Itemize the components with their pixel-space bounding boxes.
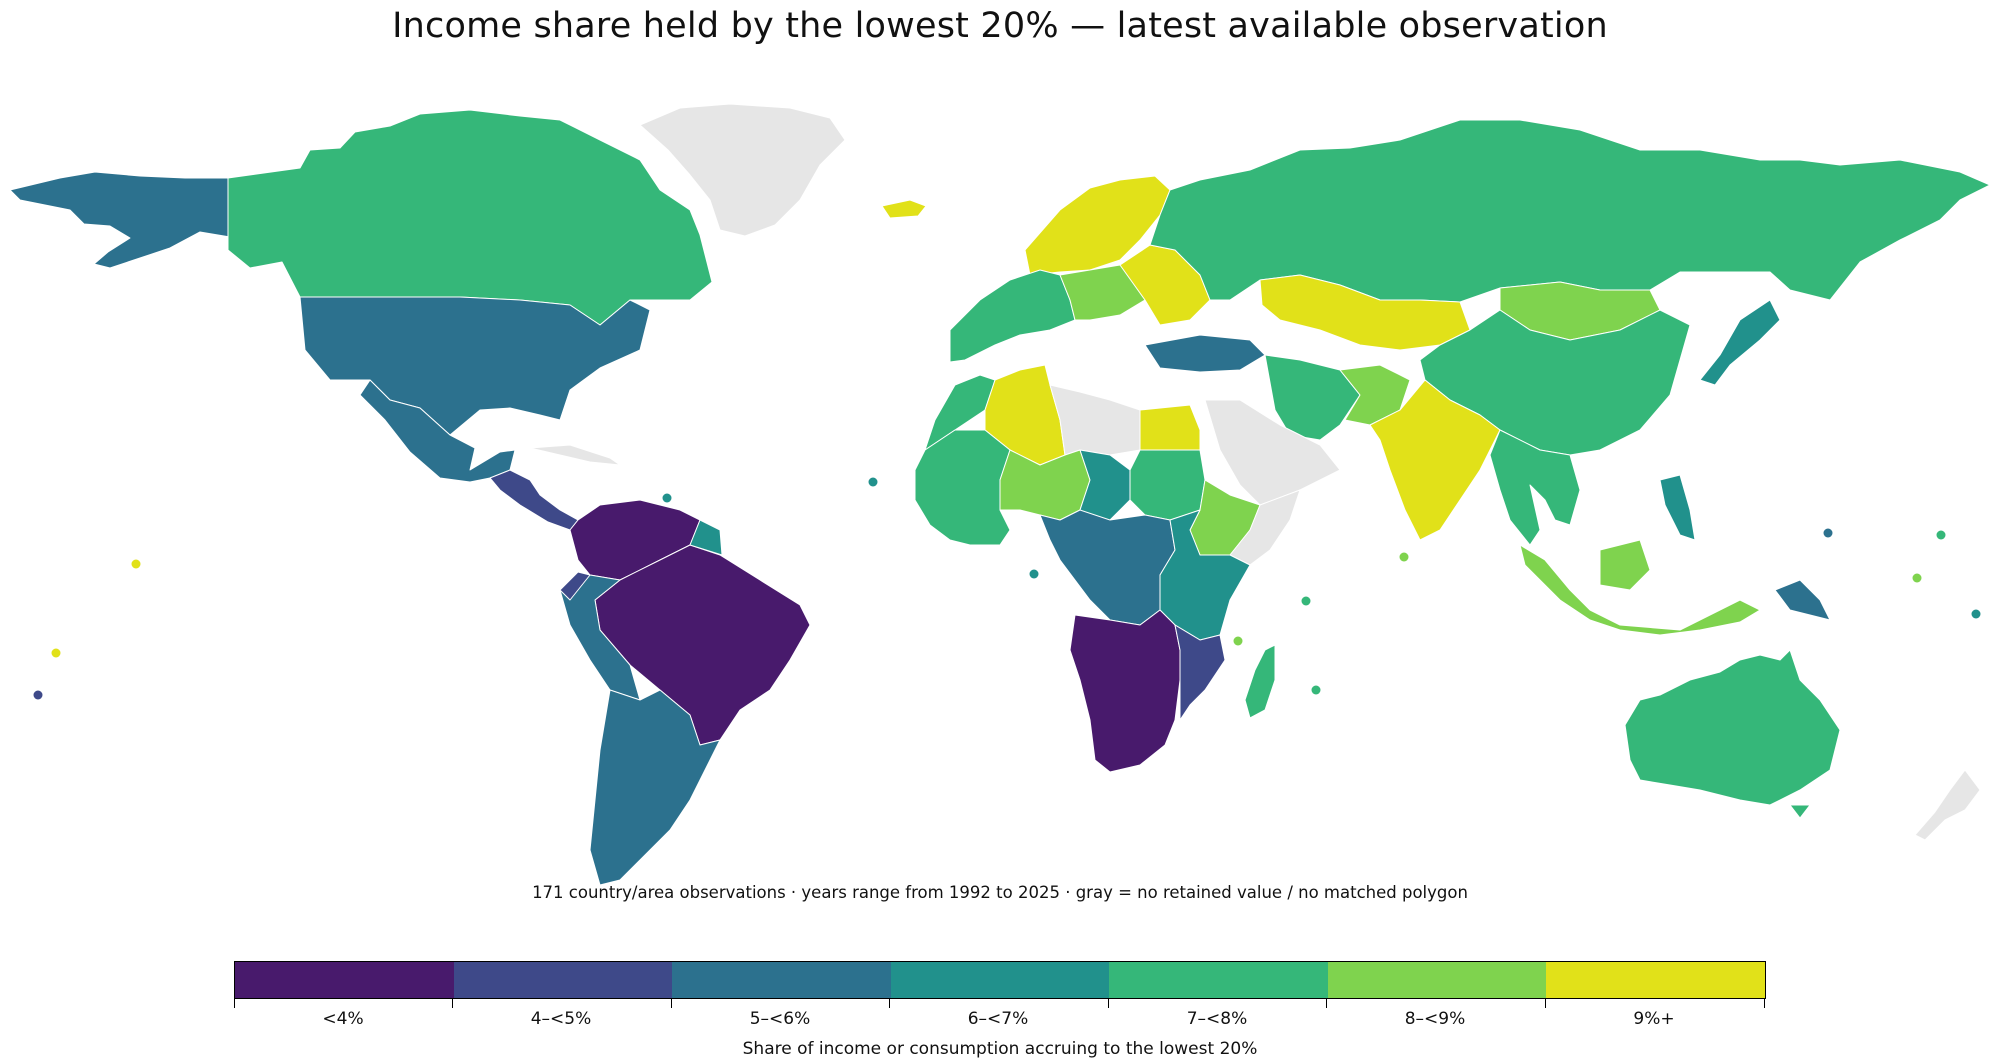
- island-marker: [1029, 569, 1039, 579]
- region-arabian-peninsula: [1204, 399, 1341, 506]
- legend-label: <4%: [322, 1009, 364, 1029]
- island-marker: [51, 648, 61, 658]
- map-title: Income share held by the lowest 20% — la…: [392, 6, 1608, 46]
- region-turkey: [1144, 334, 1266, 373]
- legend-swatch: [1546, 962, 1766, 998]
- region-new-zealand: [1914, 769, 1981, 841]
- legend-swatch: [453, 962, 673, 998]
- legend-label: 5–<6%: [749, 1009, 811, 1029]
- legend-swatch: [890, 962, 1110, 998]
- island-marker: [1311, 685, 1321, 695]
- legend-tick: [1545, 999, 1546, 1008]
- legend-label: 7–<8%: [1186, 1009, 1248, 1029]
- legend-label: 8–<9%: [1404, 1009, 1466, 1029]
- region-iran: [1264, 354, 1361, 441]
- region-egypt: [1139, 404, 1201, 451]
- legend-colorbar: [234, 961, 1766, 999]
- region-mexico: [359, 379, 516, 483]
- legend-label: 9%+: [1633, 1009, 1675, 1029]
- region-western-europe: [949, 269, 1076, 363]
- island-marker: [868, 477, 878, 487]
- region-papua-new-guinea: [1774, 579, 1831, 621]
- region-central-africa: [1039, 509, 1176, 626]
- region-somalia: [1229, 489, 1301, 566]
- small-island-markers: [33, 477, 1981, 700]
- legend-label: 6–<7%: [967, 1009, 1029, 1029]
- legend-swatch: [672, 962, 891, 998]
- island-marker: [1301, 596, 1311, 606]
- region-philippines: [1659, 474, 1696, 541]
- color-legend: <4% 4–<5% 5–<6% 6–<7% 7–<8% 8–<9% 9%+ Sh…: [234, 958, 1766, 1059]
- region-east-africa: [1159, 509, 1251, 641]
- island-marker: [1233, 636, 1243, 646]
- region-southeast-asia: [1489, 429, 1581, 546]
- region-indonesia: [1519, 539, 1761, 636]
- region-madagascar: [1244, 644, 1276, 719]
- region-alaska: [9, 171, 283, 269]
- island-marker: [1399, 552, 1409, 562]
- legend-tick: [234, 999, 235, 1008]
- legend-tick: [1326, 999, 1327, 1008]
- legend-swatch: [235, 962, 454, 998]
- region-guianas: [689, 519, 723, 556]
- island-marker: [662, 493, 672, 503]
- island-marker: [1971, 609, 1981, 619]
- legend-axis-label: Share of income or consumption accruing …: [742, 1039, 1258, 1059]
- region-central-europe: [1059, 264, 1146, 321]
- legend-tick: [1764, 999, 1765, 1008]
- region-sudan: [1129, 449, 1206, 521]
- region-india: [1369, 379, 1501, 541]
- region-central-america: [489, 469, 579, 531]
- region-australia: [1624, 649, 1841, 819]
- map-note: 171 country/area observations · years ra…: [532, 883, 1468, 902]
- legend-swatch: [1109, 962, 1328, 998]
- legend-tick: [452, 999, 453, 1008]
- island-marker: [131, 559, 141, 569]
- legend-label: 4–<5%: [530, 1009, 592, 1029]
- region-andes: [559, 574, 641, 701]
- island-marker: [1912, 573, 1922, 583]
- region-russia: [1149, 119, 1991, 303]
- region-mozambique: [1174, 624, 1226, 721]
- island-marker: [1936, 530, 1946, 540]
- world-map: [0, 60, 2000, 900]
- region-ecuador: [559, 571, 591, 601]
- region-west-africa: [914, 429, 1011, 546]
- island-marker: [33, 690, 43, 700]
- region-southern-africa: [1069, 609, 1181, 773]
- region-southern-cone: [589, 689, 721, 886]
- region-greenland: [639, 103, 846, 237]
- legend-tick: [671, 999, 672, 1008]
- region-iceland: [881, 199, 927, 219]
- legend-tick: [889, 999, 890, 1008]
- region-japan: [1699, 299, 1781, 386]
- legend-swatch: [1327, 962, 1547, 998]
- legend-tick: [1108, 999, 1109, 1008]
- region-libya: [1049, 384, 1141, 456]
- region-canada: [227, 109, 713, 326]
- island-marker: [1823, 528, 1833, 538]
- region-cuba: [529, 444, 621, 466]
